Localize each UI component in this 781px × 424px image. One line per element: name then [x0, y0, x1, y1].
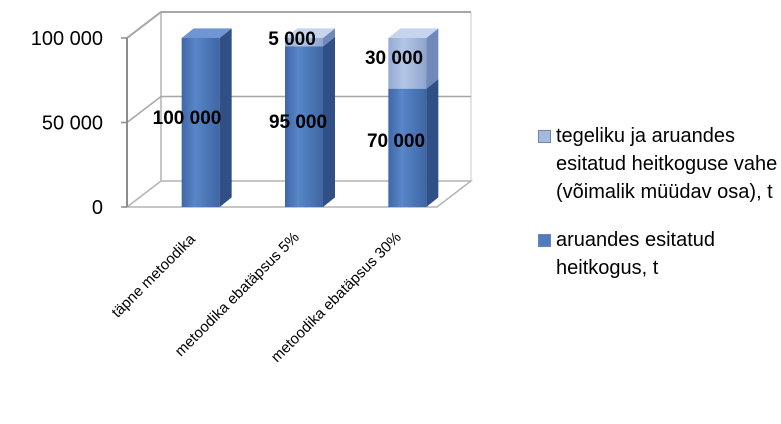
gridline [126, 11, 471, 39]
bar-top [181, 28, 232, 38]
bar-segment [285, 28, 335, 47]
legend-swatch-reported [538, 234, 551, 247]
data-labels: 100 000 95 000 5 000 70 000 30 000 [153, 29, 425, 152]
bar-top [388, 28, 439, 38]
bar-top [285, 28, 335, 38]
bar-side [323, 36, 335, 207]
bar-segment [388, 28, 439, 89]
data-label: 70 000 [367, 131, 425, 152]
gridlines [126, 11, 471, 124]
bar-side [426, 79, 439, 207]
legend: tegeliku ja aruandes esitatud heitkoguse… [538, 122, 778, 302]
y-tick-label: 100 000 [31, 28, 103, 50]
legend-swatch-difference [538, 130, 551, 143]
bar-segment [181, 28, 232, 208]
data-label: 95 000 [269, 112, 327, 133]
gridline [126, 95, 471, 124]
bar-side [323, 28, 335, 47]
y-tick-label: 0 [92, 197, 103, 219]
y-tick-label: 50 000 [42, 113, 103, 135]
data-label: 30 000 [365, 48, 423, 69]
y-tick-labels: 0 50 000 100 000 [31, 28, 103, 219]
bars [181, 28, 439, 208]
legend-label-reported: aruandes esitatud heitkogus, t [556, 229, 716, 279]
bar-front [285, 46, 323, 208]
bar-front [388, 38, 427, 89]
data-label: 100 000 [153, 108, 222, 129]
bar-side [219, 28, 232, 208]
bar-side [426, 28, 439, 89]
data-label: 5 000 [268, 29, 316, 50]
legend-label-difference: tegeliku ja aruandes esitatud heitkoguse… [556, 125, 778, 203]
value-axis [121, 37, 128, 208]
bar-front [285, 38, 323, 47]
legend-item-reported: aruandes esitatud heitkogus, t [538, 226, 778, 282]
bar-front [181, 38, 220, 207]
legend-item-difference: tegeliku ja aruandes esitatud heitkoguse… [538, 122, 778, 206]
category-label: täpne metoodika [108, 230, 199, 321]
bar-front [388, 88, 427, 207]
